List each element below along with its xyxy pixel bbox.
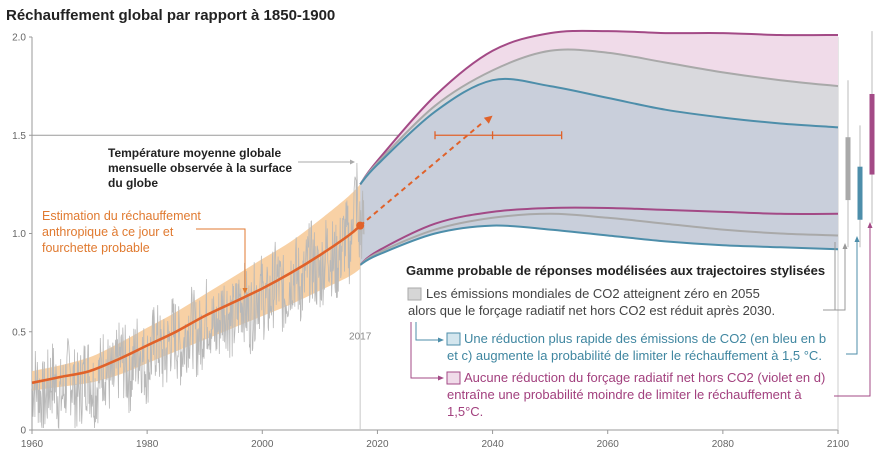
legend-blue-line-1: Une réduction plus rapide des émissions … — [464, 331, 826, 346]
x-tick-label: 1960 — [21, 439, 44, 450]
legend-violet-line-3: 1,5°C. — [447, 404, 483, 419]
y-tick-label: 1.0 — [12, 229, 26, 240]
marker-year-label: 2017 — [349, 332, 372, 343]
legend-title: Gamme probable de réponses modélisées au… — [406, 263, 825, 278]
observed-annotation-line: Température moyenne globale — [108, 146, 281, 160]
legend-swatch-blue — [446, 332, 461, 346]
legend-blue-connector — [846, 240, 858, 355]
legend-blue-connector-head — [854, 236, 860, 242]
legend-swatch-violet — [446, 371, 461, 385]
x-tick-label: 2080 — [712, 439, 735, 450]
grey-upper-line — [359, 48, 839, 186]
anthropogenic-warming-line — [31, 224, 362, 385]
observed-monthly-temperature — [31, 162, 365, 430]
legend-violet-connector — [834, 226, 871, 397]
projection-bands — [359, 29, 839, 266]
projection-arrow-head — [483, 115, 493, 124]
range-bar-likely — [845, 137, 851, 201]
x-tick-label: 2000 — [251, 439, 274, 450]
legend-swatch-grey — [407, 287, 422, 301]
grey-lower-line — [359, 212, 839, 266]
chart-title: Réchauffement global par rapport à 1850-… — [6, 7, 335, 24]
legend-blue-line-2: et c) augmente la probabilité de limiter… — [447, 348, 822, 363]
anthropogenic-annotation-line: anthropique à ce jour et — [42, 225, 174, 239]
anthropogenic-leader — [196, 228, 246, 290]
legend-violet-leader — [410, 322, 440, 379]
legend-blue-leader — [415, 322, 440, 341]
observed-leader-head — [350, 159, 355, 165]
y-tick-label: 0.5 — [12, 327, 26, 338]
x-tick-label: 2020 — [366, 439, 389, 450]
range-bar-likely — [857, 166, 863, 220]
violet-upper-line — [359, 29, 839, 185]
x-tick-label: 2060 — [597, 439, 620, 450]
y-tick-label: 2.0 — [12, 33, 26, 44]
y-tick-label: 1.5 — [12, 131, 26, 142]
legend-grey-line-2: alors que le forçage radiatif net hors C… — [408, 303, 775, 318]
legend-violet-line-2: entraîne une probabilité moindre de limi… — [447, 387, 802, 402]
legend-violet-connector-head — [867, 222, 873, 228]
x-tick-label: 2040 — [481, 439, 504, 450]
observed-annotation-line: du globe — [108, 176, 158, 190]
legend-violet-leader-head — [438, 375, 444, 381]
x-tick-label: 1980 — [136, 439, 159, 450]
x-tick-label: 2100 — [827, 439, 850, 450]
observed-annotation-line: mensuelle observée à la surface — [108, 161, 292, 175]
blue-lower-line — [359, 224, 839, 266]
range-bars-2100 — [845, 31, 875, 248]
legend-grey-connector-bar — [835, 248, 846, 311]
legend-blue-leader-head — [438, 337, 444, 343]
blue-upper-line — [359, 77, 839, 186]
range-bar-likely — [869, 93, 875, 175]
y-tick-label: 0 — [20, 426, 26, 437]
violet-lower-line — [359, 206, 839, 266]
historical-series — [31, 115, 563, 430]
legend-grey-line-1: Les émissions mondiales de CO2 atteignen… — [426, 286, 760, 301]
legend: Gamme probable de réponses modélisées au… — [406, 222, 873, 419]
anthropogenic-annotation-line: fourchette probable — [42, 241, 150, 255]
legend-grey-connector-head — [842, 243, 848, 249]
anthropogenic-annotation-line: Estimation du réchauffement — [42, 209, 201, 223]
anthropogenic-leader-head — [242, 288, 248, 294]
legend-violet-line-1: Aucune réduction du forçage radiatif net… — [464, 370, 825, 385]
